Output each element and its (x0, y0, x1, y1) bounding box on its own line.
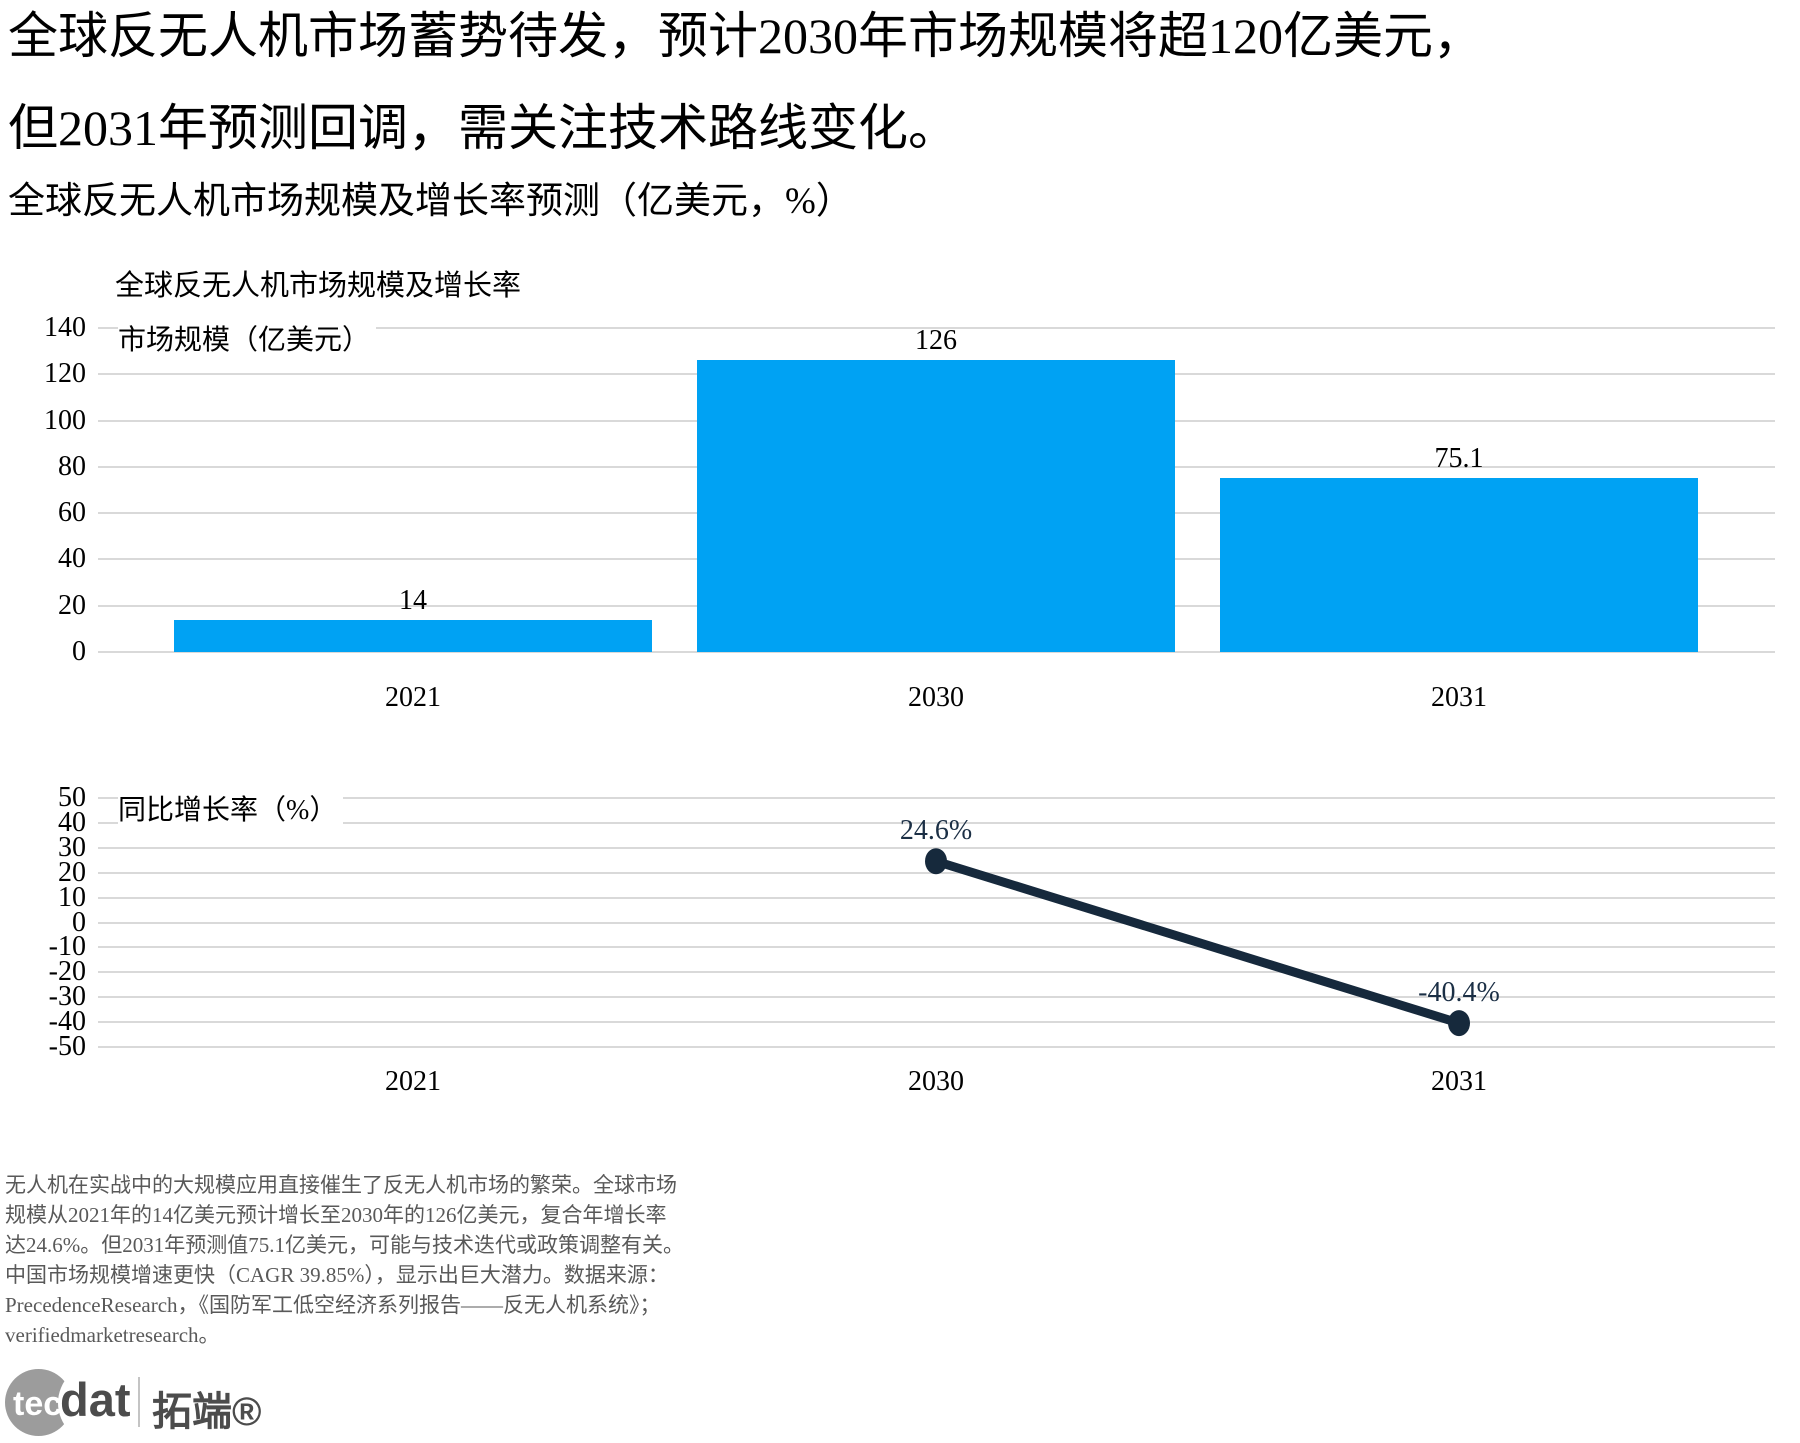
gridline (98, 821, 1775, 824)
y-tick-label: 30 (58, 831, 86, 863)
bar-series-label: 市场规模（亿美元） (118, 318, 377, 358)
x-tick-label: 2030 (908, 1066, 964, 1097)
y-tick-label: 0 (72, 636, 86, 667)
point-value-label: -40.4% (1418, 977, 1500, 1009)
chart-title: 全球反无人机市场规模及增长率 (115, 270, 522, 302)
source-footnote: 无人机在实战中的大规模应用直接催生了反无人机市场的繁荣。全球市场 规模从2021… (5, 1173, 684, 1347)
bar-value-label: 126 (915, 325, 957, 357)
data-point (925, 848, 947, 875)
gridline (98, 1046, 1775, 1048)
point-value-label: 24.6% (899, 815, 973, 847)
logo-text-cn: 拓端® (152, 1390, 262, 1434)
gridline (98, 971, 1775, 974)
gridline (98, 996, 1775, 999)
gridline (98, 896, 1775, 899)
y-tick-label: -10 (48, 931, 86, 963)
gridline (98, 846, 1775, 849)
line-series-label: 同比增长率（%） (118, 788, 344, 828)
y-tick-label: 40 (58, 543, 86, 575)
gridline (98, 327, 1775, 329)
y-tick-label: 10 (58, 881, 86, 913)
y-tick-label: 80 (58, 450, 86, 482)
y-tick-label: 140 (44, 312, 86, 343)
x-tick-label: 2030 (908, 682, 964, 713)
gridline (98, 946, 1775, 949)
gridline (98, 797, 1775, 799)
bar (174, 619, 652, 652)
logo-circle-cut-shape (58, 1363, 138, 1443)
y-tick-label: 60 (58, 497, 86, 529)
y-tick-label: 0 (72, 906, 86, 938)
page-title-line-2: 但2031年预测回调，需关注技术路线变化。 (8, 100, 958, 156)
logo-text-dat: dat (60, 1373, 131, 1426)
y-tick-label: 100 (44, 404, 86, 436)
x-tick-label: 2021 (385, 682, 441, 713)
bar-value-label: 14 (399, 584, 427, 616)
x-tick-label: 2021 (385, 1066, 441, 1097)
bar (1220, 478, 1698, 652)
x-tick-label: 2031 (1431, 1066, 1487, 1097)
y-tick-label: -20 (48, 956, 86, 988)
x-tick-label: 2031 (1431, 682, 1487, 713)
y-tick-label: 20 (58, 856, 86, 888)
data-point (1448, 1010, 1470, 1037)
gridline (98, 921, 1775, 924)
gridline (98, 651, 1775, 653)
y-tick-label: -50 (48, 1031, 86, 1062)
y-tick-label: 40 (58, 806, 86, 838)
y-tick-label: -40 (48, 1006, 86, 1038)
y-tick-label: 50 (58, 782, 86, 813)
logo-text-tec: tec (13, 1385, 63, 1423)
bar-value-label: 75.1 (1434, 443, 1484, 475)
bar (697, 360, 1175, 652)
page-subtitle: 全球反无人机市场规模及增长率预测（亿美元，%） (8, 181, 853, 222)
growth-line-svg (925, 848, 1470, 1037)
y-tick-label: -30 (48, 981, 86, 1013)
page-title-line-1: 全球反无人机市场蓄势待发，预计2030年市场规模将超120亿美元， (8, 8, 1483, 64)
gridline (98, 1021, 1775, 1024)
y-tick-label: 20 (58, 589, 86, 621)
y-tick-label: 120 (44, 358, 86, 390)
growth-line (934, 856, 1461, 1028)
logo-divider (138, 1377, 140, 1427)
